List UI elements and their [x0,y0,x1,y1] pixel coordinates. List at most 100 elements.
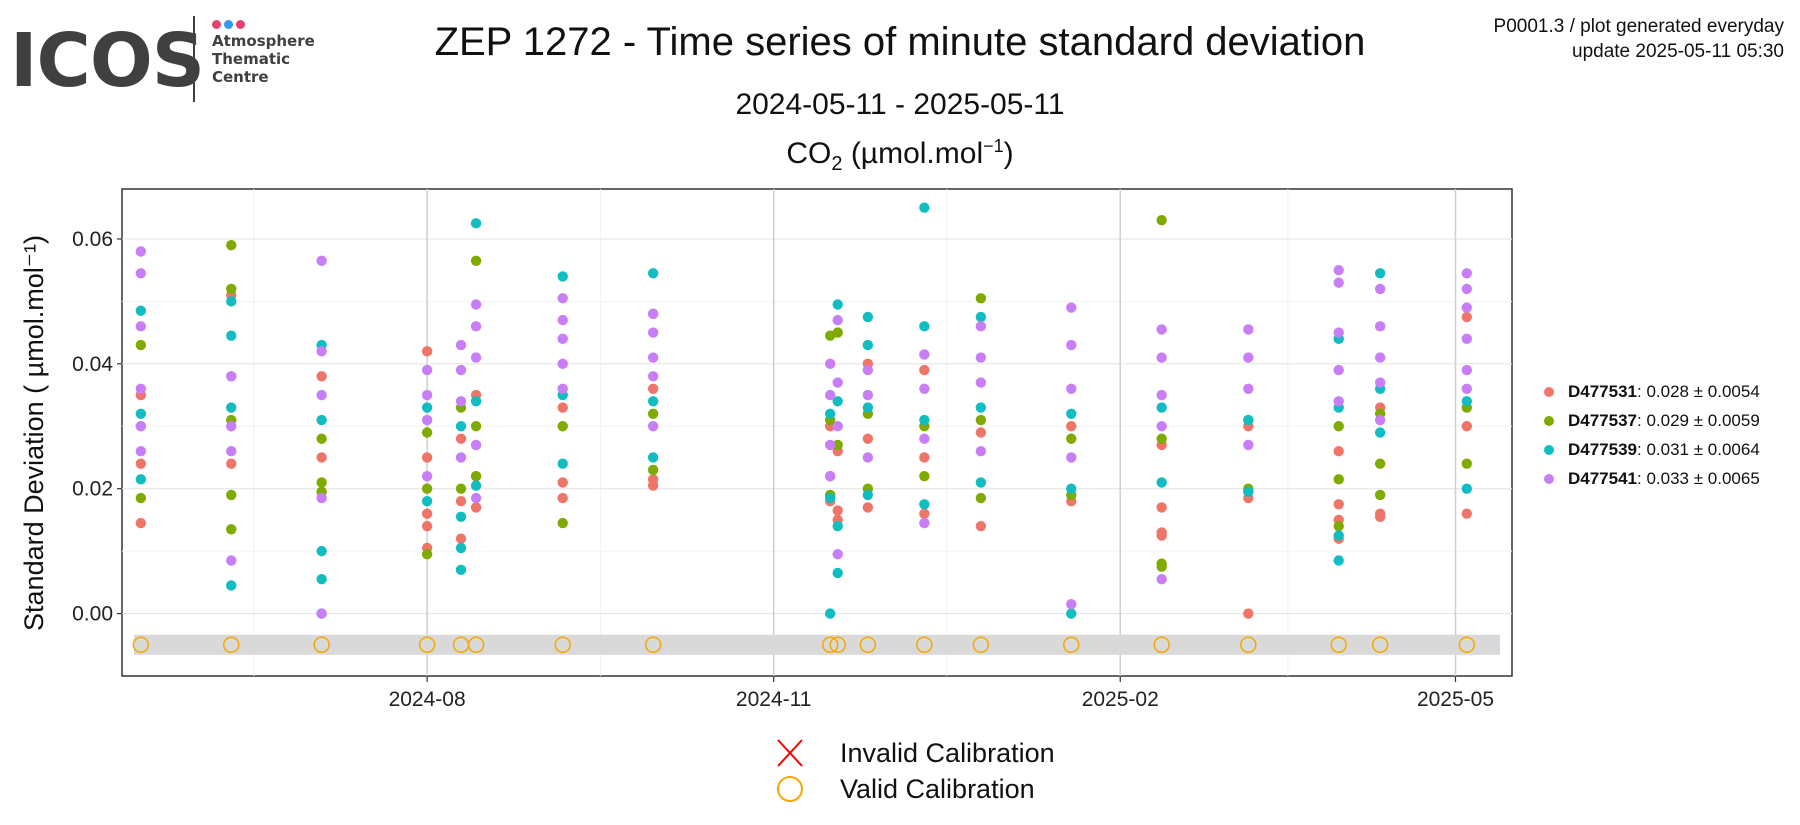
data-point [1461,508,1472,519]
meta-line-2: update 2025-05-11 05:30 [1572,41,1784,62]
data-point [832,520,843,532]
data-point [1374,427,1386,438]
data-point [316,574,327,585]
data-point [832,377,843,388]
icos-logo: ICOS Atmosphere Thematic Centre [10,14,330,104]
data-point [1156,402,1167,413]
data-point [557,358,568,370]
data-point [647,268,659,279]
data-point [1461,311,1472,323]
calibration-marker [1371,636,1389,654]
data-point [1461,302,1472,313]
data-point [226,421,237,432]
y-tick-label: 0.06 [72,228,113,251]
data-point [1333,555,1344,566]
data-point [470,352,482,363]
data-point [862,339,874,351]
data-point [316,608,327,619]
data-point [1333,421,1344,432]
data-point [647,474,659,485]
data-point [1243,324,1254,335]
data-point [975,377,987,388]
data-point [919,433,930,444]
data-point [1333,264,1344,276]
series-legend: D477531: 0.028 ± 0.0054 D477537: 0.029 ±… [1544,377,1760,493]
plot-title-unit: (µmol.mol [850,137,984,170]
data-point [455,452,467,463]
data-point [455,339,467,351]
data-point [316,414,327,426]
data-point [647,352,659,363]
data-point [824,471,836,482]
logo-subtitle-line-3: Centre [212,68,269,86]
data-point [1156,477,1167,488]
data-point [1243,352,1254,363]
data-point [862,311,874,323]
data-point [1461,364,1472,376]
legend-series-stats: : 0.033 ± 0.0065 [1637,468,1760,488]
calibration-marker [313,636,330,654]
data-point [421,414,433,426]
data-point [421,520,433,532]
data-point [226,489,237,501]
data-point [557,271,568,282]
plot-panel [121,188,1513,677]
data-point [470,299,482,310]
legend-item-d477539: D477539: 0.031 ± 0.0064 [1544,435,1760,464]
data-point [226,555,237,566]
logo-separator [193,16,195,102]
data-point [1461,396,1472,407]
y-tick-label: 0.00 [72,603,113,626]
legend-item-invalid-calibration: Invalid Calibration [770,735,1055,771]
data-point [455,542,467,554]
calibration-marker [859,636,877,654]
data-point [455,495,467,507]
data-point [862,502,874,513]
data-point [470,471,482,482]
data-point [557,402,568,413]
calibration-marker [1063,636,1080,654]
data-point [470,502,482,513]
data-point [455,483,467,494]
data-point [647,396,659,407]
data-point [647,464,659,476]
data-point [421,364,433,376]
data-point [1066,452,1077,463]
data-point [919,202,930,213]
data-point [316,255,327,267]
data-point [1333,474,1344,485]
data-point [919,471,930,482]
legend-swatch [1544,386,1554,397]
axis-layer: 0.00 0.02 0.04 0.06 2024-08 2024-11 2025-02 202… [72,228,1494,711]
legend-item-d477531: D477531: 0.028 ± 0.0054 [1544,377,1760,406]
legend-series-id: D477541 [1568,468,1638,488]
plot-title-close: ) [1003,137,1014,170]
data-point [226,580,237,591]
data-point [647,371,659,382]
y-axis-label: Standard Deviation ( µmol.mol⁻¹) [19,235,49,631]
logo-subtitle-line-1: Atmosphere [212,32,315,50]
data-point [824,389,836,401]
data-point [824,608,836,619]
data-point [1156,215,1167,226]
data-point [647,308,659,320]
calibration-marker [644,636,662,654]
data-point [975,402,987,413]
legend-series-stats: : 0.031 ± 0.0064 [1637,439,1760,459]
calibration-marker [418,636,436,654]
data-point [421,346,433,357]
data-point [1374,377,1386,388]
data-point [862,389,874,401]
logo-dots [212,16,248,34]
data-point [226,296,237,307]
data-point [316,452,327,463]
data-point [1374,458,1386,469]
data-point [1461,268,1472,279]
legend-series-stats: : 0.029 ± 0.0059 [1637,410,1760,430]
data-point [1374,268,1386,279]
data-point [455,396,467,407]
data-point [832,299,843,310]
plot-title-superscript: −1 [983,136,1004,156]
data-point [135,458,147,469]
data-point [1333,520,1344,532]
